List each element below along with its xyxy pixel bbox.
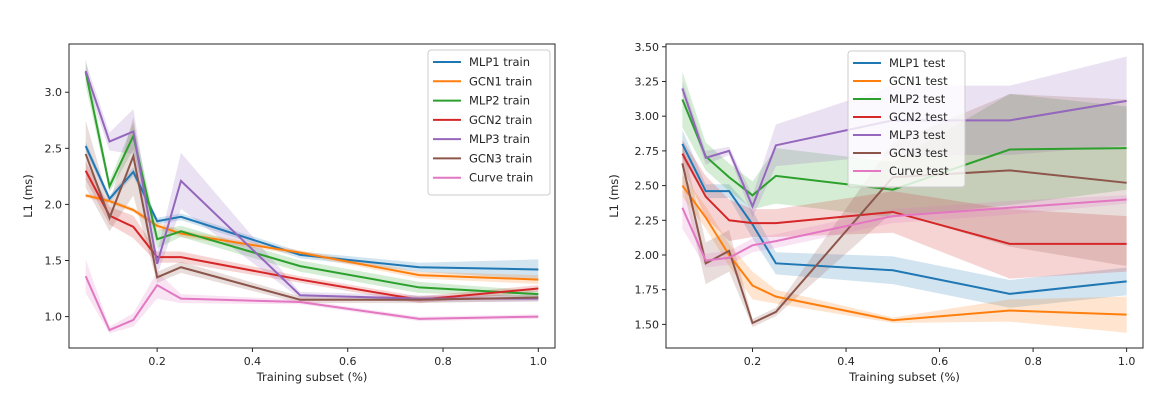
x-tick-label: 0.4 [837, 355, 855, 368]
y-tick-label: 1.75 [635, 284, 660, 297]
series-line-mlp2-train [84, 71, 539, 296]
x-tick-label: 0.2 [148, 355, 166, 368]
legend-entry: Curve test [889, 164, 949, 178]
y-tick-label: 3.50 [635, 41, 660, 54]
x-axis-label: Training subset (%) [848, 370, 960, 384]
x-axis-label: Training subset (%) [256, 370, 368, 384]
x-tick-label: 0.6 [931, 355, 949, 368]
series-line-gcn1-test [681, 184, 1127, 322]
legend-entry: MLP2 train [469, 94, 530, 108]
legend-entry: GCN3 test [889, 146, 948, 160]
y-tick-label: 1.0 [45, 311, 63, 324]
test-error-chart: 0.2 0.4 0.6 0.8 1.0 1.50 1.75 2.00 2.25 2.50 2.75 3… [607, 41, 1144, 384]
legend-entry: MLP1 train [469, 55, 530, 69]
plot-frame [665, 43, 1144, 349]
x-tick-label: 1.0 [530, 355, 548, 368]
y-tick-label: 1.50 [635, 318, 660, 331]
series-line-curve-train [84, 275, 539, 332]
train-error-chart: 0.2 0.4 0.6 0.8 1.0 1.0 1.5 2.0 2.5 3.0 Training s… [21, 43, 556, 384]
confidence-band [682, 71, 1127, 218]
legend-entry: GCN1 test [889, 74, 948, 88]
legend-entry: GCN2 test [889, 110, 948, 124]
series-line-curve-test [681, 198, 1127, 262]
legend-entry: GCN2 train [469, 113, 532, 127]
legend-entry: MLP3 train [469, 132, 530, 146]
y-tick-label: 2.75 [635, 145, 660, 158]
x-tick-label: 0.8 [434, 355, 452, 368]
y-tick-label: 3.25 [635, 75, 660, 88]
y-tick-label: 2.5 [45, 142, 63, 155]
series-line-gcn2-test [681, 153, 1127, 245]
x-tick-label: 0.2 [744, 355, 762, 368]
confidence-band [682, 93, 1127, 328]
y-tick-label: 1.5 [45, 255, 63, 268]
plot-frame [68, 43, 556, 349]
confidence-band [85, 61, 539, 303]
x-tick-label: 1.0 [1118, 355, 1136, 368]
series-line-mlp3-train [84, 70, 539, 300]
x-tick-label: 0.8 [1024, 355, 1042, 368]
legend: MLP1 train GCN1 train MLP2 train GCN2 train… [427, 49, 551, 196]
series-line-mlp2-test [681, 99, 1127, 197]
series-line-gcn3-train [84, 152, 539, 301]
confidence-band [682, 174, 1127, 333]
legend-entry: MLP3 test [889, 128, 946, 142]
legend-entry: GCN3 train [469, 151, 532, 165]
legend-entry: GCN1 train [469, 74, 532, 88]
y-tick-label: 2.00 [635, 249, 660, 262]
confidence-band [85, 141, 539, 280]
confidence-band [85, 58, 539, 298]
y-tick-label: 2.25 [635, 214, 660, 227]
legend-entry: Curve train [469, 171, 533, 185]
legend-entry: MLP2 test [889, 92, 946, 106]
y-tick-label: 2.50 [635, 180, 660, 193]
series-line-mlp3-test [681, 88, 1127, 210]
legend-entry: MLP1 test [889, 56, 946, 70]
series-line-gcn1-train [85, 194, 539, 281]
confidence-band [85, 193, 539, 285]
x-tick-label: 0.6 [339, 355, 357, 368]
x-tick-label: 0.4 [244, 355, 262, 368]
y-axis-label: L1 (ms) [607, 174, 621, 218]
confidence-band [682, 130, 1127, 308]
confidence-band [85, 116, 539, 304]
y-tick-label: 3.00 [635, 110, 660, 123]
y-tick-label: 2.0 [45, 198, 63, 211]
y-axis-label: L1 (ms) [21, 174, 35, 218]
y-tick-label: 3.0 [45, 86, 63, 99]
series-line-gcn3-test [681, 163, 1127, 325]
series-line-gcn2-train [84, 170, 539, 301]
legend: MLP1 test GCN1 test MLP2 test GCN2 test MLP3… [847, 50, 966, 188]
